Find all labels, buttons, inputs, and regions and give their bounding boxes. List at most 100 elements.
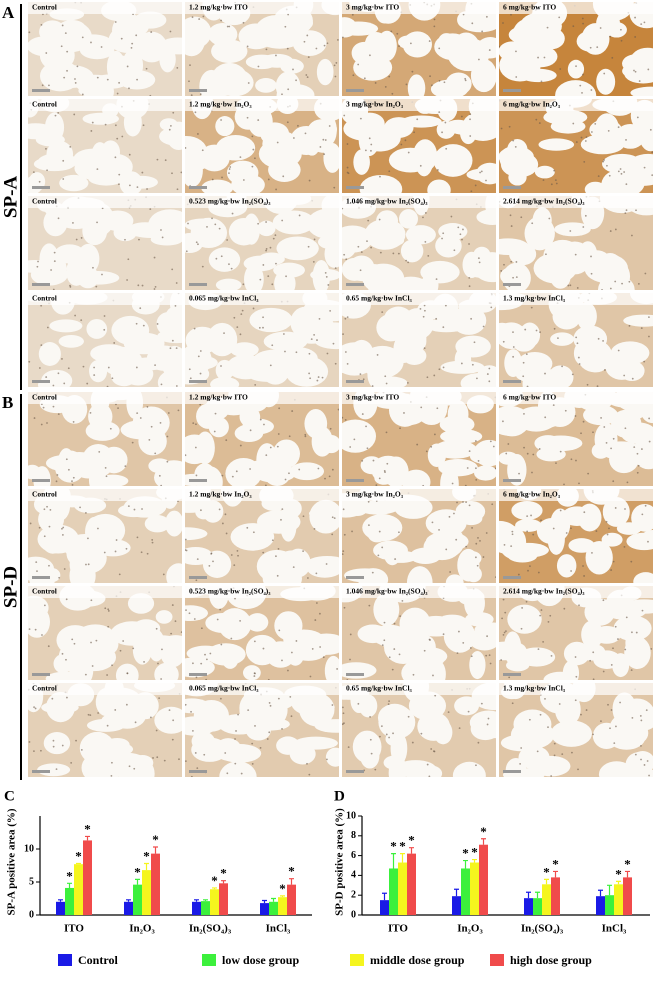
nucleus (154, 364, 156, 367)
nucleus (280, 518, 282, 521)
nucleus (457, 226, 460, 229)
nucleus (57, 413, 60, 416)
nucleus (511, 530, 514, 533)
alveolus (557, 241, 592, 275)
nucleus (216, 618, 219, 621)
nucleus (120, 37, 123, 40)
nucleus (582, 226, 585, 228)
nucleus (391, 668, 394, 671)
nucleus (515, 76, 518, 78)
alveolus (82, 112, 120, 125)
nucleus (407, 151, 410, 154)
nucleus (326, 42, 329, 45)
nucleus (208, 564, 211, 567)
nucleus (520, 216, 523, 219)
nucleus (342, 207, 344, 210)
nucleus (367, 219, 370, 222)
nucleus (634, 70, 637, 73)
error-bar (454, 888, 459, 897)
error-bar (262, 899, 267, 904)
nucleus (585, 136, 588, 139)
nucleus (553, 754, 556, 757)
nucleus (323, 153, 326, 156)
nucleus (555, 182, 558, 185)
nucleus (62, 526, 65, 529)
alveolus (58, 19, 86, 37)
nucleus (228, 168, 231, 170)
scale-bar (346, 673, 364, 676)
nucleus (464, 484, 467, 486)
alveolus (377, 703, 412, 732)
nucleus (423, 347, 426, 350)
nucleus (199, 372, 202, 375)
nucleus (432, 750, 435, 753)
alveolus (392, 626, 420, 659)
alveolus (445, 574, 464, 583)
nucleus (271, 539, 274, 542)
nucleus (37, 260, 39, 263)
micrograph: 3 mg/kg·bw In₂O₃ (342, 99, 496, 193)
nucleus (210, 553, 213, 555)
nucleus (140, 551, 143, 554)
airspaces (185, 99, 339, 193)
nucleus (54, 114, 57, 117)
nucleus (337, 39, 339, 41)
nucleus (393, 648, 396, 650)
nucleus (342, 333, 344, 336)
nucleus (90, 130, 93, 132)
nucleus (575, 675, 578, 678)
nucleus (104, 607, 107, 610)
nucleus (326, 352, 329, 355)
nucleus (169, 30, 172, 33)
nucleus (346, 316, 349, 319)
alveolus (581, 620, 604, 649)
nucleus (628, 280, 631, 283)
nucleus (313, 333, 316, 336)
nucleus (70, 761, 73, 764)
nucleus (386, 462, 389, 465)
nucleus (367, 500, 370, 503)
nucleus (145, 67, 148, 70)
nucleus (502, 420, 504, 423)
nucleus (251, 135, 254, 138)
nucleus (174, 620, 177, 623)
nucleus (246, 526, 249, 529)
nucleus (149, 94, 152, 96)
micrograph-label: 6 mg/kg·bw ITO (503, 3, 556, 12)
nucleus (368, 137, 371, 140)
alveolus (594, 422, 618, 456)
alveolus (433, 439, 477, 459)
nucleus (287, 88, 290, 91)
nucleus (469, 118, 471, 121)
micrograph: 1.046 mg/kg·bw In₂(SO₄)₃ (342, 196, 496, 290)
airspaces (499, 2, 653, 96)
nucleus (510, 545, 513, 548)
nucleus (536, 750, 539, 753)
alveolus (400, 239, 424, 263)
nucleus (471, 527, 473, 529)
nucleus (201, 265, 204, 268)
nucleus (363, 77, 366, 80)
nucleus (602, 340, 604, 342)
significance: * (288, 864, 295, 879)
nucleus (474, 184, 477, 187)
nucleus (317, 467, 320, 470)
nucleus (624, 648, 627, 651)
nucleus (171, 339, 174, 342)
nucleus (33, 417, 36, 419)
nucleus (609, 35, 611, 38)
nucleus (287, 13, 290, 16)
nucleus (205, 658, 208, 661)
nucleus (383, 639, 386, 642)
nucleus (40, 23, 43, 26)
alveolus (108, 25, 148, 54)
nucleus (385, 431, 388, 434)
nucleus (489, 662, 492, 665)
scale-bar (32, 380, 50, 383)
alveolus (394, 496, 433, 519)
nucleus (346, 166, 349, 169)
alveolus (57, 209, 95, 229)
alveolus (552, 303, 581, 330)
nucleus (384, 85, 387, 88)
nucleus (74, 82, 77, 84)
